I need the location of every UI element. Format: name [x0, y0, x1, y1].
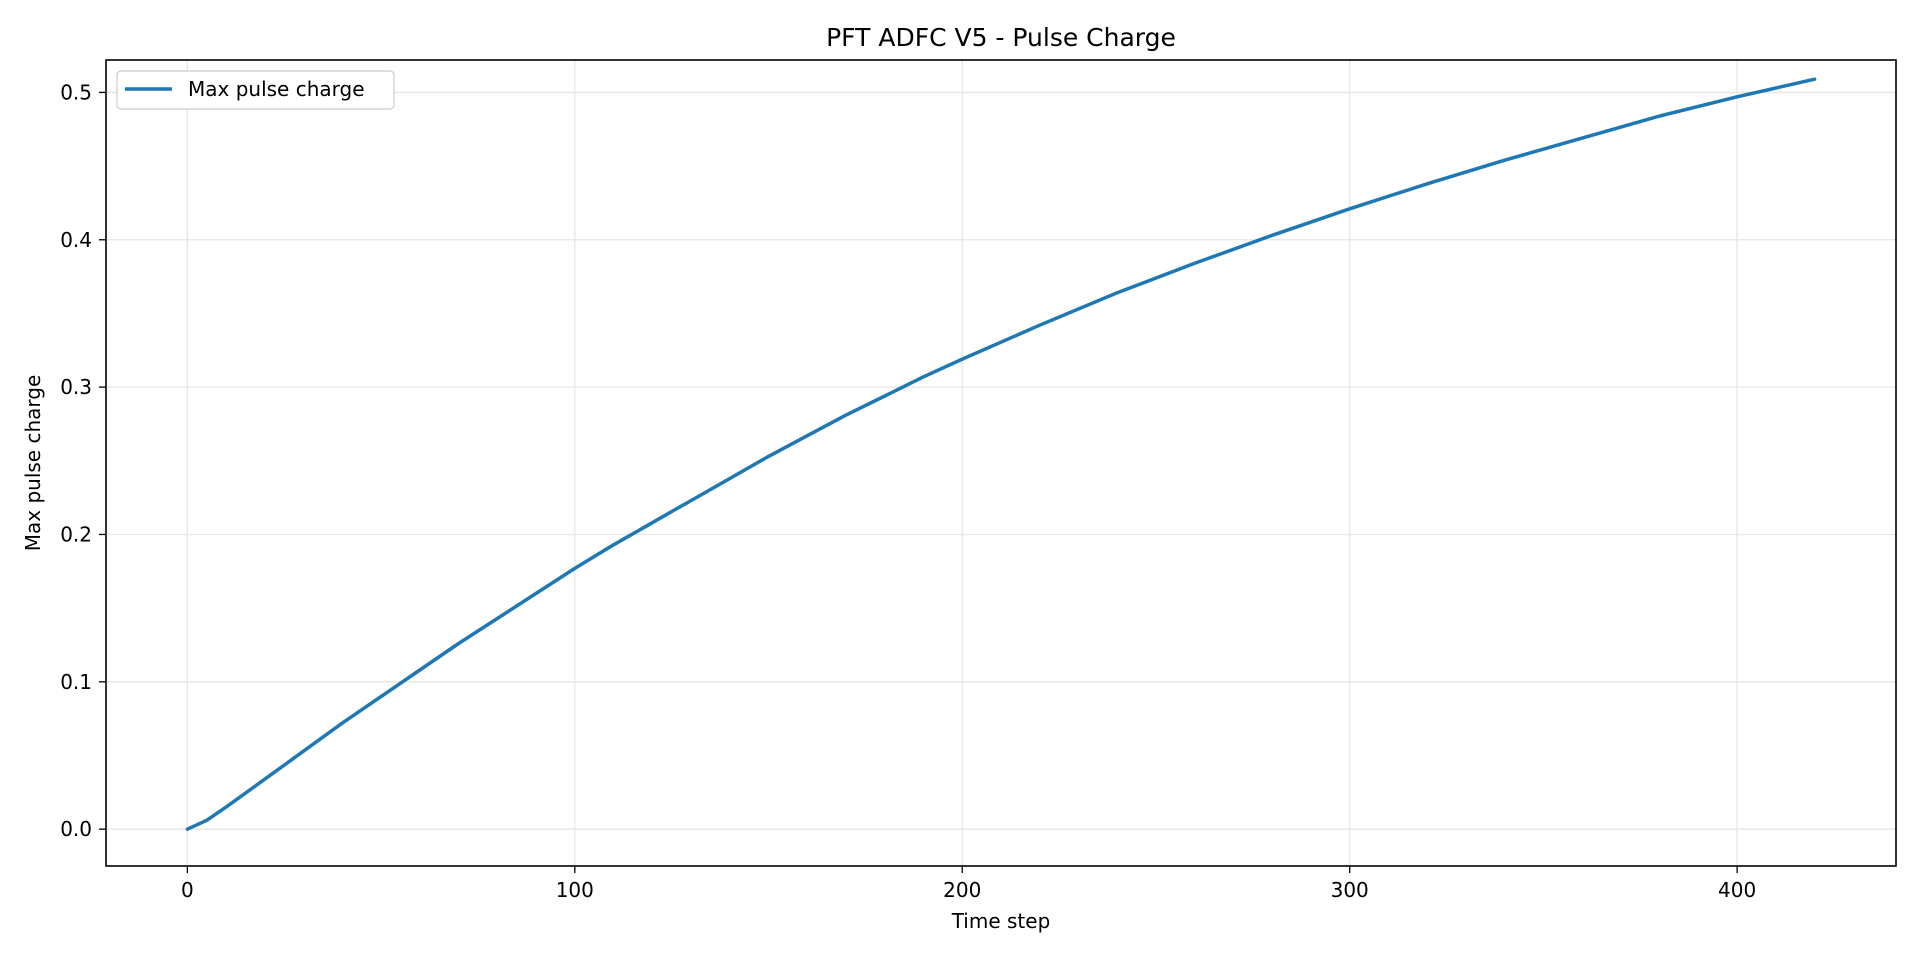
y-tick-label: 0.1 [60, 670, 92, 694]
axis-ticks: 0 100 200 300 400 0.0 0.1 0.2 0.3 0.4 0.5 [60, 80, 1756, 902]
series-line [185, 77, 1817, 831]
legend-label: Max pulse charge [188, 77, 365, 101]
series-lines [185, 77, 1817, 831]
chart-title: PFT ADFC V5 - Pulse Charge [826, 23, 1176, 52]
y-axis-label: Max pulse charge [21, 375, 45, 552]
x-tick-label: 400 [1718, 878, 1756, 902]
plot-frame [105, 59, 1897, 867]
x-tick-label: 0 [181, 878, 194, 902]
legend: Max pulse charge [116, 70, 395, 110]
x-tick-label: 100 [556, 878, 594, 902]
y-tick-label: 0.2 [60, 522, 92, 546]
y-tick-label: 0.5 [60, 80, 92, 104]
x-axis-label: Time step [951, 909, 1051, 933]
x-tick-label: 200 [943, 878, 981, 902]
y-tick-label: 0.0 [60, 817, 92, 841]
y-tick-label: 0.3 [60, 375, 92, 399]
y-tick-label: 0.4 [60, 228, 92, 252]
legend-box [116, 70, 395, 110]
x-tick-label: 300 [1331, 878, 1369, 902]
